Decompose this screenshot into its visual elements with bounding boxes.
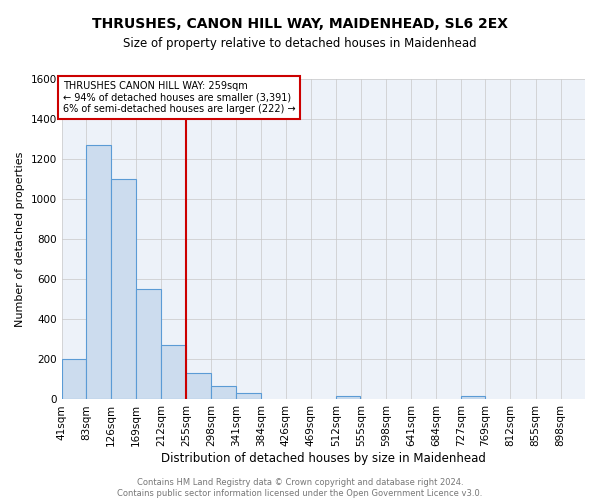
Text: THRUSHES CANON HILL WAY: 259sqm
← 94% of detached houses are smaller (3,391)
6% : THRUSHES CANON HILL WAY: 259sqm ← 94% of… (63, 81, 295, 114)
Bar (161, 346, 185, 400)
Bar (211, 386, 236, 400)
Text: Contains HM Land Registry data © Crown copyright and database right 2024.
Contai: Contains HM Land Registry data © Crown c… (118, 478, 482, 498)
Bar (461, 396, 485, 400)
Text: THRUSHES, CANON HILL WAY, MAIDENHEAD, SL6 2EX: THRUSHES, CANON HILL WAY, MAIDENHEAD, SL… (92, 18, 508, 32)
X-axis label: Distribution of detached houses by size in Maidenhead: Distribution of detached houses by size … (161, 452, 486, 465)
Bar (236, 394, 261, 400)
Bar (136, 290, 161, 400)
Bar (336, 396, 360, 400)
Bar (62, 360, 86, 400)
Bar (86, 145, 110, 400)
Bar (111, 179, 136, 400)
Text: Size of property relative to detached houses in Maidenhead: Size of property relative to detached ho… (123, 38, 477, 51)
Bar (186, 374, 211, 400)
Y-axis label: Number of detached properties: Number of detached properties (15, 152, 25, 327)
